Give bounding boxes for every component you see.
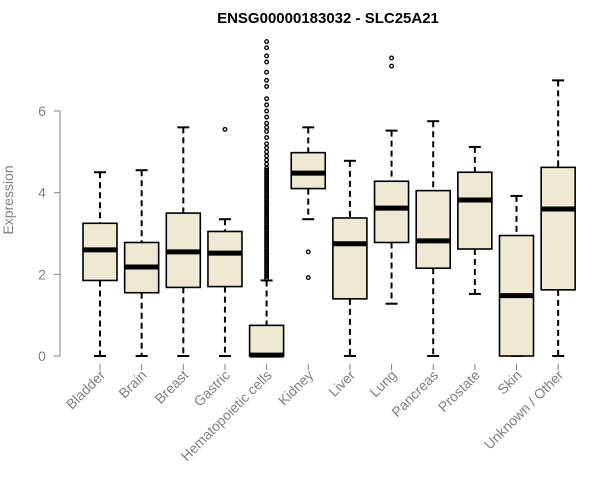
outlier-point	[389, 63, 394, 69]
outlier-point	[264, 45, 270, 51]
y-axis: 0 2 4 6	[38, 103, 61, 364]
outlier-point	[264, 124, 270, 130]
box-4	[248, 39, 285, 358]
outlier-point	[264, 161, 270, 167]
category-label-1: Brain	[115, 367, 149, 401]
box-rect	[373, 180, 410, 244]
category-label-9: Prostate	[435, 367, 483, 415]
box-rect	[540, 166, 576, 291]
box-rect	[332, 217, 368, 300]
y-tick-label-3: 6	[38, 103, 46, 119]
category-label-11: Unknown / Other	[481, 367, 567, 453]
category-label-2: Breast	[151, 367, 191, 407]
y-tick-label-0: 0	[38, 348, 46, 364]
outlier-point	[264, 96, 270, 102]
box-2	[165, 126, 202, 357]
outlier-point	[389, 55, 394, 61]
box-8	[415, 120, 452, 357]
outlier-point	[264, 141, 270, 147]
box-rect	[415, 189, 452, 270]
category-label-10: Skin	[494, 367, 525, 398]
category-label-6: Liver	[325, 367, 358, 400]
boxes-layer	[82, 39, 576, 358]
outlier-point	[264, 128, 270, 134]
box-7	[373, 55, 410, 305]
outlier-point	[264, 102, 270, 108]
outlier-point	[264, 157, 270, 163]
outlier-point	[264, 145, 270, 151]
box-5	[290, 126, 327, 281]
category-label-0: Bladder	[63, 367, 109, 413]
box-rect	[248, 324, 285, 357]
outlier-point	[222, 126, 228, 132]
box-0	[82, 171, 118, 357]
outlier-point	[264, 153, 270, 159]
box-9	[457, 145, 493, 295]
outlier-point	[264, 135, 270, 140]
box-3	[207, 126, 243, 357]
category-label-7: Lung	[366, 367, 399, 400]
chart-title: ENSG00000183032 - SLC25A21	[217, 10, 439, 27]
y-tick-label-2: 4	[38, 185, 46, 201]
outlier-point	[305, 275, 311, 281]
box-6	[332, 159, 368, 357]
outlier-point	[264, 39, 270, 45]
outlier-point	[264, 59, 270, 65]
outlier-point	[264, 53, 270, 59]
y-axis-title: Expression	[0, 165, 16, 234]
box-rect	[207, 230, 243, 288]
box-rect	[457, 171, 493, 250]
outlier-point	[264, 120, 270, 126]
outlier-point	[264, 77, 270, 83]
category-label-5: Kidney	[275, 367, 317, 409]
outlier-point	[264, 84, 270, 89]
outlier-point	[264, 167, 270, 173]
box-10	[498, 194, 535, 357]
y-tick-label-1: 2	[38, 266, 46, 282]
outlier-point	[264, 114, 270, 120]
box-1	[123, 169, 160, 357]
box-11	[540, 79, 576, 357]
outlier-point	[305, 249, 311, 255]
outlier-point	[264, 69, 270, 75]
outlier-point	[264, 149, 270, 155]
outlier-point	[264, 108, 270, 114]
